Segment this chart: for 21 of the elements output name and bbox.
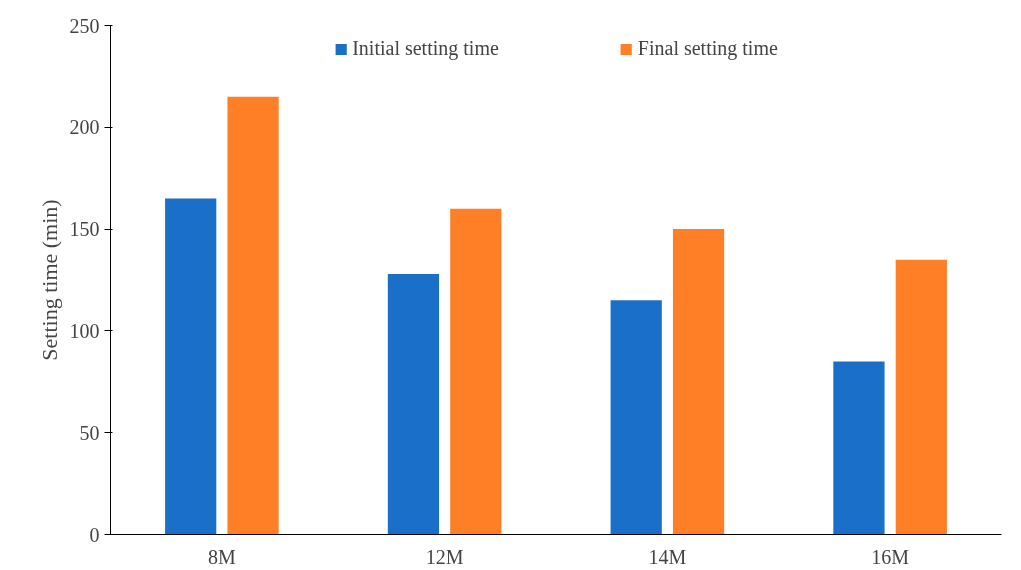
y-tick-label: 100 — [69, 319, 100, 342]
bar — [450, 208, 502, 535]
bar — [833, 361, 885, 535]
y-tick-label: 250 — [69, 14, 100, 37]
legend-label: Initial setting time — [352, 37, 499, 60]
bar — [387, 273, 440, 535]
bar — [672, 229, 725, 535]
legend-label: Final setting time — [637, 37, 778, 60]
y-axis-title: Setting time (min) — [36, 199, 62, 361]
y-tick-label: 200 — [69, 116, 100, 139]
x-tick-label: 8M — [207, 545, 236, 568]
bar — [610, 300, 662, 535]
bar — [895, 259, 947, 535]
y-tick-label: 150 — [69, 218, 100, 241]
bar — [227, 96, 279, 535]
y-tick-label: 0 — [89, 523, 100, 546]
bar — [165, 198, 217, 535]
y-tick-label: 50 — [79, 421, 100, 444]
x-tick-label: 14M — [648, 545, 687, 568]
x-tick-label: 16M — [871, 545, 910, 568]
x-tick-label: 12M — [425, 545, 464, 568]
